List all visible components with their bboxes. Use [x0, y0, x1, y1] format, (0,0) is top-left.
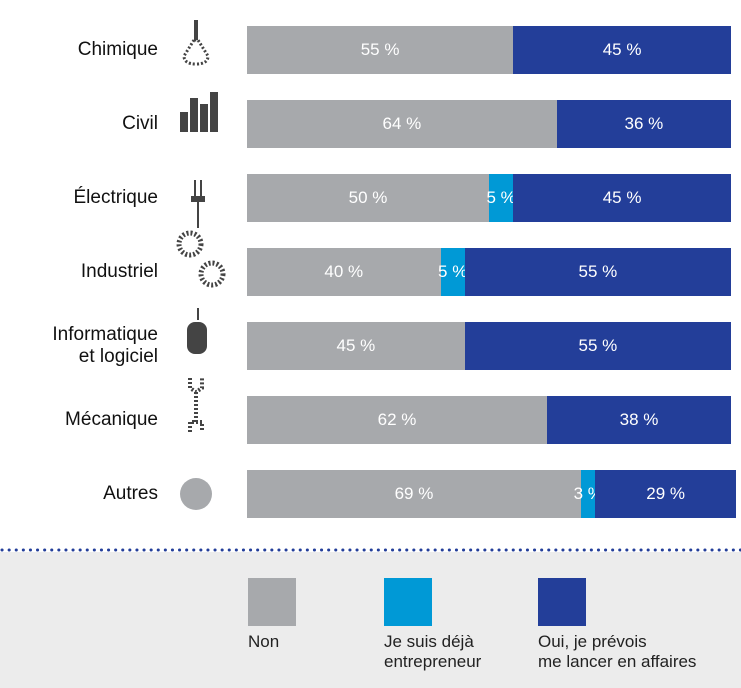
value-label: 40 %: [324, 262, 364, 281]
legend-swatch: [538, 578, 586, 626]
bar-segment: [513, 174, 731, 222]
value-label: 45 %: [602, 40, 642, 59]
bar-segment: [247, 322, 465, 370]
bar-segment: [247, 470, 581, 518]
legend-swatch: [384, 578, 432, 626]
category-label: Mécanique: [65, 409, 158, 430]
bar-segment: [580, 470, 596, 518]
value-label: 69 %: [394, 484, 434, 503]
bar-segment: [489, 174, 514, 222]
legend-label: Oui, je prévois me lancer en affaires: [538, 632, 697, 671]
value-label: 50 %: [348, 188, 388, 207]
value-label: 45 %: [602, 188, 642, 207]
category-label: Électrique: [73, 187, 159, 208]
value-label: 55 %: [578, 336, 618, 355]
bar-segment: [556, 100, 731, 148]
value-label: 55 %: [578, 262, 618, 281]
bar-segment: [247, 26, 514, 74]
legend-label: Non: [248, 632, 280, 651]
bar-segment: [247, 174, 489, 222]
bar-segment: [595, 470, 736, 518]
value-label: 38 %: [619, 410, 659, 429]
bar-segment: [440, 248, 465, 296]
category-label: Civil: [122, 113, 158, 134]
bar-segment: [464, 248, 731, 296]
value-label: 45 %: [336, 336, 376, 355]
category-icons: [176, 20, 226, 510]
bar-segment: [247, 248, 441, 296]
category-label: Chimique: [77, 39, 158, 60]
category-label: Autres: [103, 483, 158, 504]
category-label: Industriel: [80, 261, 158, 282]
bar-segment: [464, 322, 731, 370]
value-label: 62 %: [377, 410, 417, 429]
legend-swatch: [248, 578, 296, 626]
legend-label: Je suis déjà entrepreneur: [384, 632, 482, 671]
bar-segment: [547, 396, 731, 444]
value-label: 64 %: [382, 114, 422, 133]
value-label: 36 %: [624, 114, 664, 133]
bar-segment: [247, 100, 557, 148]
value-label: 5 %: [486, 188, 516, 207]
legend-background: [0, 552, 741, 688]
value-label: 29 %: [646, 484, 686, 503]
bar-segment: [513, 26, 731, 74]
category-label: Informatique et logiciel: [52, 324, 158, 367]
bar-segment: [247, 396, 548, 444]
value-label: 55 %: [360, 40, 400, 59]
separator: [0, 548, 741, 552]
value-label: 5 %: [438, 262, 468, 281]
